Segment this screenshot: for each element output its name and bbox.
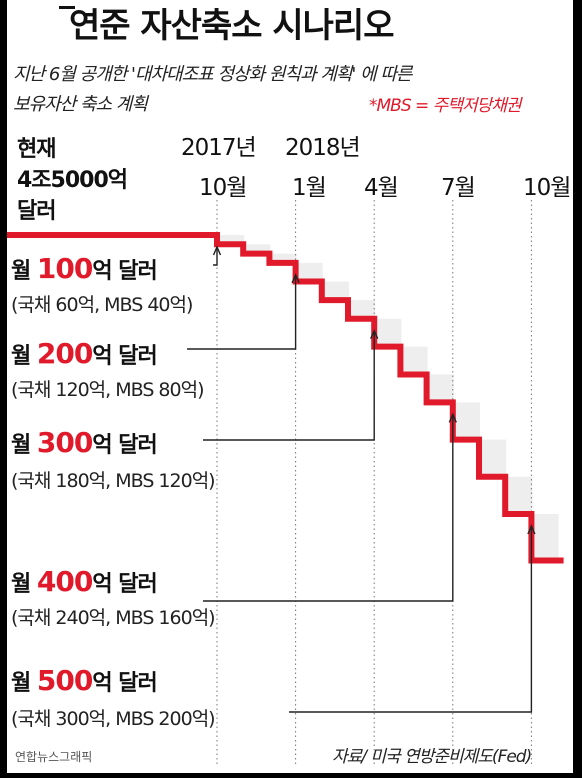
reduction-shade — [401, 346, 428, 375]
step-leader-line — [213, 247, 218, 266]
step-leader-arrowhead — [212, 245, 222, 256]
reduction-shade — [244, 244, 271, 254]
current-holdings-label: 현재 4조5000억 달러 — [17, 134, 128, 227]
year-label: 2017년 — [181, 135, 257, 161]
month-tick-label: 10월 — [523, 175, 571, 201]
step-unit: 억 달러 — [92, 259, 157, 284]
step-leader-line — [289, 526, 533, 713]
month-tick-label: 7월 — [441, 175, 476, 201]
reduction-shade — [296, 262, 323, 282]
step-leader-arrowhead — [370, 328, 379, 339]
step-detail: (국채 300억, MBS 200억) — [11, 708, 216, 730]
subtitle-line-1: 지난 6월 공개한 '대차대조표 정상화 원칙과 계획' 에 따른 — [13, 64, 412, 85]
step-monthly: 월 — [11, 433, 31, 458]
step-label: 월 400억 달러 — [11, 565, 158, 598]
reduction-shade — [218, 235, 245, 245]
mbs-footnote: *MBS = 주택저당채권 — [369, 96, 522, 116]
step-amount: 300 — [36, 426, 93, 459]
step-leader-line — [203, 414, 454, 602]
step-leader-arrowhead — [527, 524, 536, 535]
step-unit: 억 달러 — [92, 572, 157, 597]
current-label-line: 4조5000억 — [17, 168, 128, 193]
step-unit: 억 달러 — [92, 433, 157, 458]
title-dash — [59, 6, 75, 9]
step-amount: 200 — [36, 337, 93, 370]
step-detail: (국채 60억, MBS 40억) — [11, 294, 193, 316]
step-unit: 억 달러 — [92, 671, 157, 696]
infographic-frame: 연준 자산축소 시나리오 지난 6월 공개한 '대차대조표 정상화 원칙과 계획… — [7, 0, 573, 773]
step-monthly: 월 — [11, 671, 31, 696]
reduction-shade — [375, 318, 402, 347]
month-tick-label: 1월 — [292, 175, 327, 201]
source-note: 자료/ 미국 연방준비제도(Fed) — [332, 747, 532, 767]
reduction-shade — [349, 300, 376, 319]
step-amount: 100 — [36, 252, 93, 285]
step-amount: 500 — [36, 664, 93, 697]
month-tick-label: 10월 — [199, 175, 247, 201]
step-detail: (국채 120억, MBS 80억) — [11, 379, 204, 401]
reduction-shade — [322, 281, 349, 301]
reduction-shade — [506, 476, 533, 514]
reduction-shade — [427, 374, 454, 403]
reduction-shade — [532, 514, 559, 561]
step-monthly: 월 — [11, 344, 31, 369]
reduction-shade — [270, 253, 297, 263]
step-leader-line — [187, 274, 297, 350]
step-detail: (국채 180억, MBS 120억) — [11, 470, 216, 492]
month-tick-label: 4월 — [364, 175, 399, 201]
step-label: 월 500억 달러 — [11, 664, 158, 697]
step-unit: 억 달러 — [92, 344, 157, 369]
subtitle-line-2: 보유자산 축소 계획 — [13, 94, 148, 115]
step-label: 월 200억 달러 — [11, 337, 158, 370]
step-leader-arrowhead — [291, 273, 300, 284]
current-label-line: 달러 — [17, 199, 56, 224]
graphic-credit: 연합뉴스그래픽 — [15, 750, 93, 764]
step-monthly: 월 — [11, 259, 31, 284]
step-chart — [7, 200, 564, 765]
current-label-line: 현재 — [17, 137, 56, 162]
step-label: 월 300억 달러 — [11, 426, 158, 459]
step-leader-arrowhead — [448, 412, 457, 423]
reduction-shade — [480, 439, 507, 477]
step-detail: (국채 240억, MBS 160억) — [11, 607, 216, 629]
step-label: 월 100억 달러 — [11, 252, 158, 285]
step-amount: 400 — [36, 565, 93, 598]
reduction-shade — [453, 402, 480, 440]
step-monthly: 월 — [11, 572, 31, 597]
page-title: 연준 자산축소 시나리오 — [69, 6, 394, 46]
step-leader-line — [203, 330, 375, 441]
year-label: 2018년 — [285, 135, 361, 161]
